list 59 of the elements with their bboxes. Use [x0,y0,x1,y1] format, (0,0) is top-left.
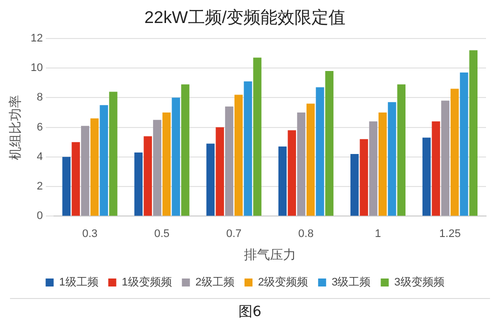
legend-label: 1级工频 [59,276,98,289]
bar [234,94,243,216]
y-tick-label: 10 [30,62,43,74]
bar [378,112,387,216]
legend-label: 3级工频 [332,276,371,289]
bar [316,87,324,216]
legend-label: 1级变频频 [122,276,172,289]
bar [388,102,396,216]
bar [460,72,468,216]
y-tick-label: 12 [30,32,43,44]
y-tick-label: 8 [36,92,43,104]
y-tick-label: 0 [36,210,43,222]
x-tick-label: 0.8 [298,228,314,240]
x-tick-label: 0.3 [82,228,98,240]
bar [397,84,406,216]
bar [306,104,315,216]
bar [244,81,252,216]
bar [100,105,108,216]
bar [162,112,171,216]
x-tick-label: 1.25 [439,228,461,240]
bar [225,106,234,216]
y-tick-label: 6 [36,121,43,134]
caption: 图6 [238,303,262,321]
bar [216,127,224,216]
bar [90,118,99,216]
bar [360,139,368,216]
bar [109,92,118,216]
y-tick-label: 2 [36,180,43,193]
bar [369,121,378,216]
bar [172,98,180,216]
bar [325,70,334,216]
x-tick-label: 0.7 [226,228,242,240]
bar [297,112,306,216]
x-tick-label: 0.5 [154,228,170,240]
bar [72,142,80,216]
y-axis-title: 机组比功率 [7,94,22,160]
legend-label: 2级变频频 [258,276,308,289]
bar [144,136,152,216]
bar [181,84,190,216]
bar [432,121,440,216]
bar [206,144,215,216]
legend-label: 2级工频 [195,276,235,289]
bar [350,154,359,216]
bar [450,88,459,216]
y-tick-label: 4 [36,150,43,163]
bar [81,126,90,216]
legend-label: 3级变频频 [394,276,444,289]
bar [469,50,478,216]
bar [62,156,71,216]
bar [253,58,262,216]
bar [422,138,431,216]
bar [278,146,287,216]
x-tick-label: 1 [374,228,382,240]
bar [134,152,143,216]
bar [153,120,162,216]
bar [441,100,450,216]
bar [288,130,296,216]
chart-title: 22kW工频/变频能效限定值 [144,8,346,27]
x-axis-title: 排气压力 [244,246,296,262]
